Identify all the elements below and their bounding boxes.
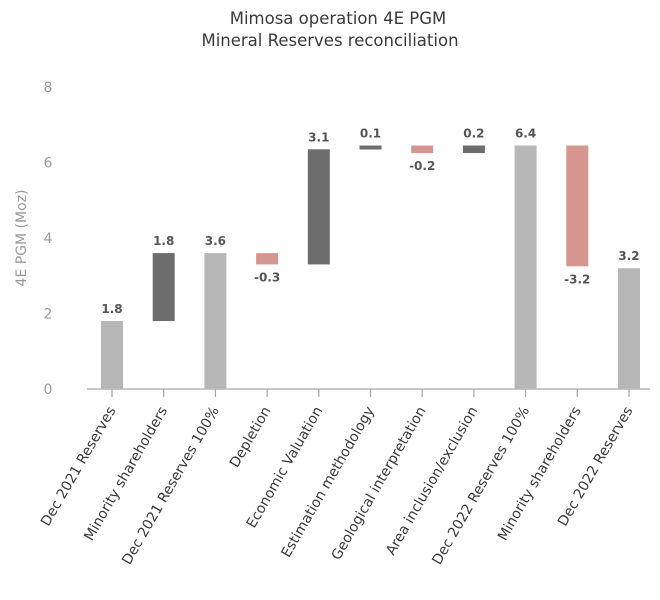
data-label: -0.3: [254, 270, 280, 284]
data-label: 0.1: [360, 127, 381, 141]
data-label: 3.6: [205, 234, 226, 248]
data-label-group: 1.8 1.8 3.6 -0.3 3.1 0.1 -0.2 0.2 6.4 -3.2 3.2: [101, 127, 639, 317]
bar-group: [101, 145, 640, 389]
bar-increase: [152, 253, 175, 322]
bar-decrease: [256, 253, 279, 265]
data-label: -0.2: [409, 159, 435, 173]
x-tick-label: Estimation methodology: [278, 404, 377, 560]
bar-increase: [359, 145, 382, 150]
data-label: 3.2: [618, 249, 639, 263]
data-label: 6.4: [515, 127, 536, 141]
data-label: -3.2: [564, 272, 590, 286]
y-tick-label: 2: [44, 307, 53, 323]
chart-title-line-1: Mimosa operation 4E PGM: [230, 9, 447, 28]
chart-title-line-2: Mineral Reserves reconciliation: [201, 31, 458, 50]
y-tick-label: 0: [44, 382, 53, 398]
y-tick-label: 8: [44, 80, 53, 96]
y-axis-ticks: 0 2 4 6 8: [44, 80, 53, 398]
bar-increase: [307, 149, 330, 265]
y-tick-label: 4: [44, 231, 53, 247]
data-label: 1.8: [101, 302, 122, 316]
bar-decrease: [411, 145, 434, 154]
x-tick-label: Depletion: [227, 404, 275, 471]
x-tick-label: Dec 2021 Reserves 100%: [119, 404, 223, 568]
bar-total: [514, 145, 537, 389]
y-tick-label: 6: [44, 156, 53, 172]
y-axis-label: 4E PGM (Moz): [14, 190, 30, 287]
bar-total: [204, 253, 227, 389]
x-tick-label: Dec 2022 Reserves 100%: [429, 404, 533, 568]
data-label: 0.2: [463, 127, 484, 141]
data-label: 1.8: [153, 234, 174, 248]
bar-total: [618, 268, 640, 389]
x-tick-label: Area inclusion/exclusion: [383, 404, 481, 558]
bar-increase: [462, 145, 485, 154]
bar-decrease: [566, 145, 589, 267]
data-label: 3.1: [308, 130, 329, 144]
x-tick-label: Geological interpretation: [329, 404, 430, 563]
bar-total: [101, 321, 123, 389]
